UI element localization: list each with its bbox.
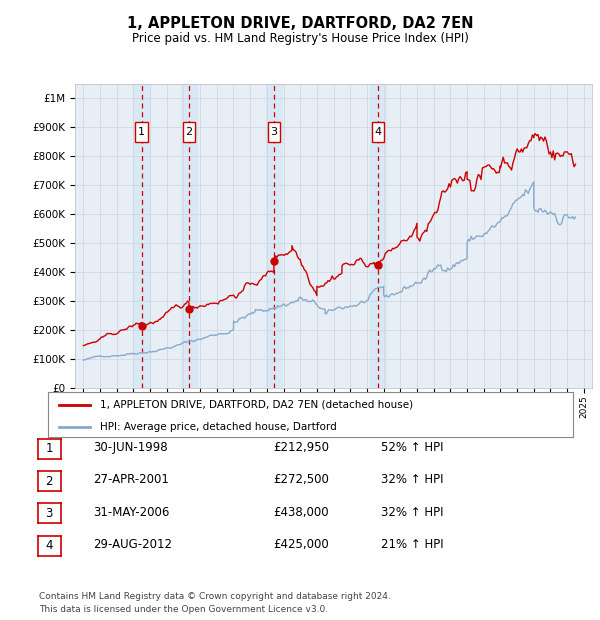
- Text: 32% ↑ HPI: 32% ↑ HPI: [381, 474, 443, 486]
- FancyBboxPatch shape: [268, 123, 280, 142]
- Text: £272,500: £272,500: [273, 474, 329, 486]
- Text: Price paid vs. HM Land Registry's House Price Index (HPI): Price paid vs. HM Land Registry's House …: [131, 32, 469, 45]
- Text: 1: 1: [46, 443, 53, 455]
- Text: 4: 4: [374, 126, 382, 137]
- Text: 21% ↑ HPI: 21% ↑ HPI: [381, 538, 443, 551]
- Bar: [266, 84, 282, 388]
- Text: 1, APPLETON DRIVE, DARTFORD, DA2 7EN (detached house): 1, APPLETON DRIVE, DARTFORD, DA2 7EN (de…: [101, 399, 413, 410]
- Text: 1: 1: [138, 126, 145, 137]
- Text: This data is licensed under the Open Government Licence v3.0.: This data is licensed under the Open Gov…: [39, 604, 328, 614]
- Bar: [370, 84, 386, 388]
- Text: 30-JUN-1998: 30-JUN-1998: [93, 441, 167, 454]
- FancyBboxPatch shape: [136, 123, 148, 142]
- Text: 4: 4: [46, 539, 53, 552]
- FancyBboxPatch shape: [372, 123, 385, 142]
- Text: 52% ↑ HPI: 52% ↑ HPI: [381, 441, 443, 454]
- Text: 29-AUG-2012: 29-AUG-2012: [93, 538, 172, 551]
- Bar: [133, 84, 150, 388]
- FancyBboxPatch shape: [182, 123, 195, 142]
- Text: £438,000: £438,000: [273, 506, 329, 518]
- Text: Contains HM Land Registry data © Crown copyright and database right 2024.: Contains HM Land Registry data © Crown c…: [39, 592, 391, 601]
- Text: £425,000: £425,000: [273, 538, 329, 551]
- Text: 27-APR-2001: 27-APR-2001: [93, 474, 169, 486]
- Bar: [181, 84, 197, 388]
- Text: 32% ↑ HPI: 32% ↑ HPI: [381, 506, 443, 518]
- Text: 2: 2: [185, 126, 193, 137]
- Text: £212,950: £212,950: [273, 441, 329, 454]
- Text: 3: 3: [271, 126, 277, 137]
- Text: 1, APPLETON DRIVE, DARTFORD, DA2 7EN: 1, APPLETON DRIVE, DARTFORD, DA2 7EN: [127, 16, 473, 30]
- Text: 2: 2: [46, 475, 53, 487]
- Text: 3: 3: [46, 507, 53, 520]
- Text: 31-MAY-2006: 31-MAY-2006: [93, 506, 169, 518]
- Text: HPI: Average price, detached house, Dartford: HPI: Average price, detached house, Dart…: [101, 422, 337, 432]
